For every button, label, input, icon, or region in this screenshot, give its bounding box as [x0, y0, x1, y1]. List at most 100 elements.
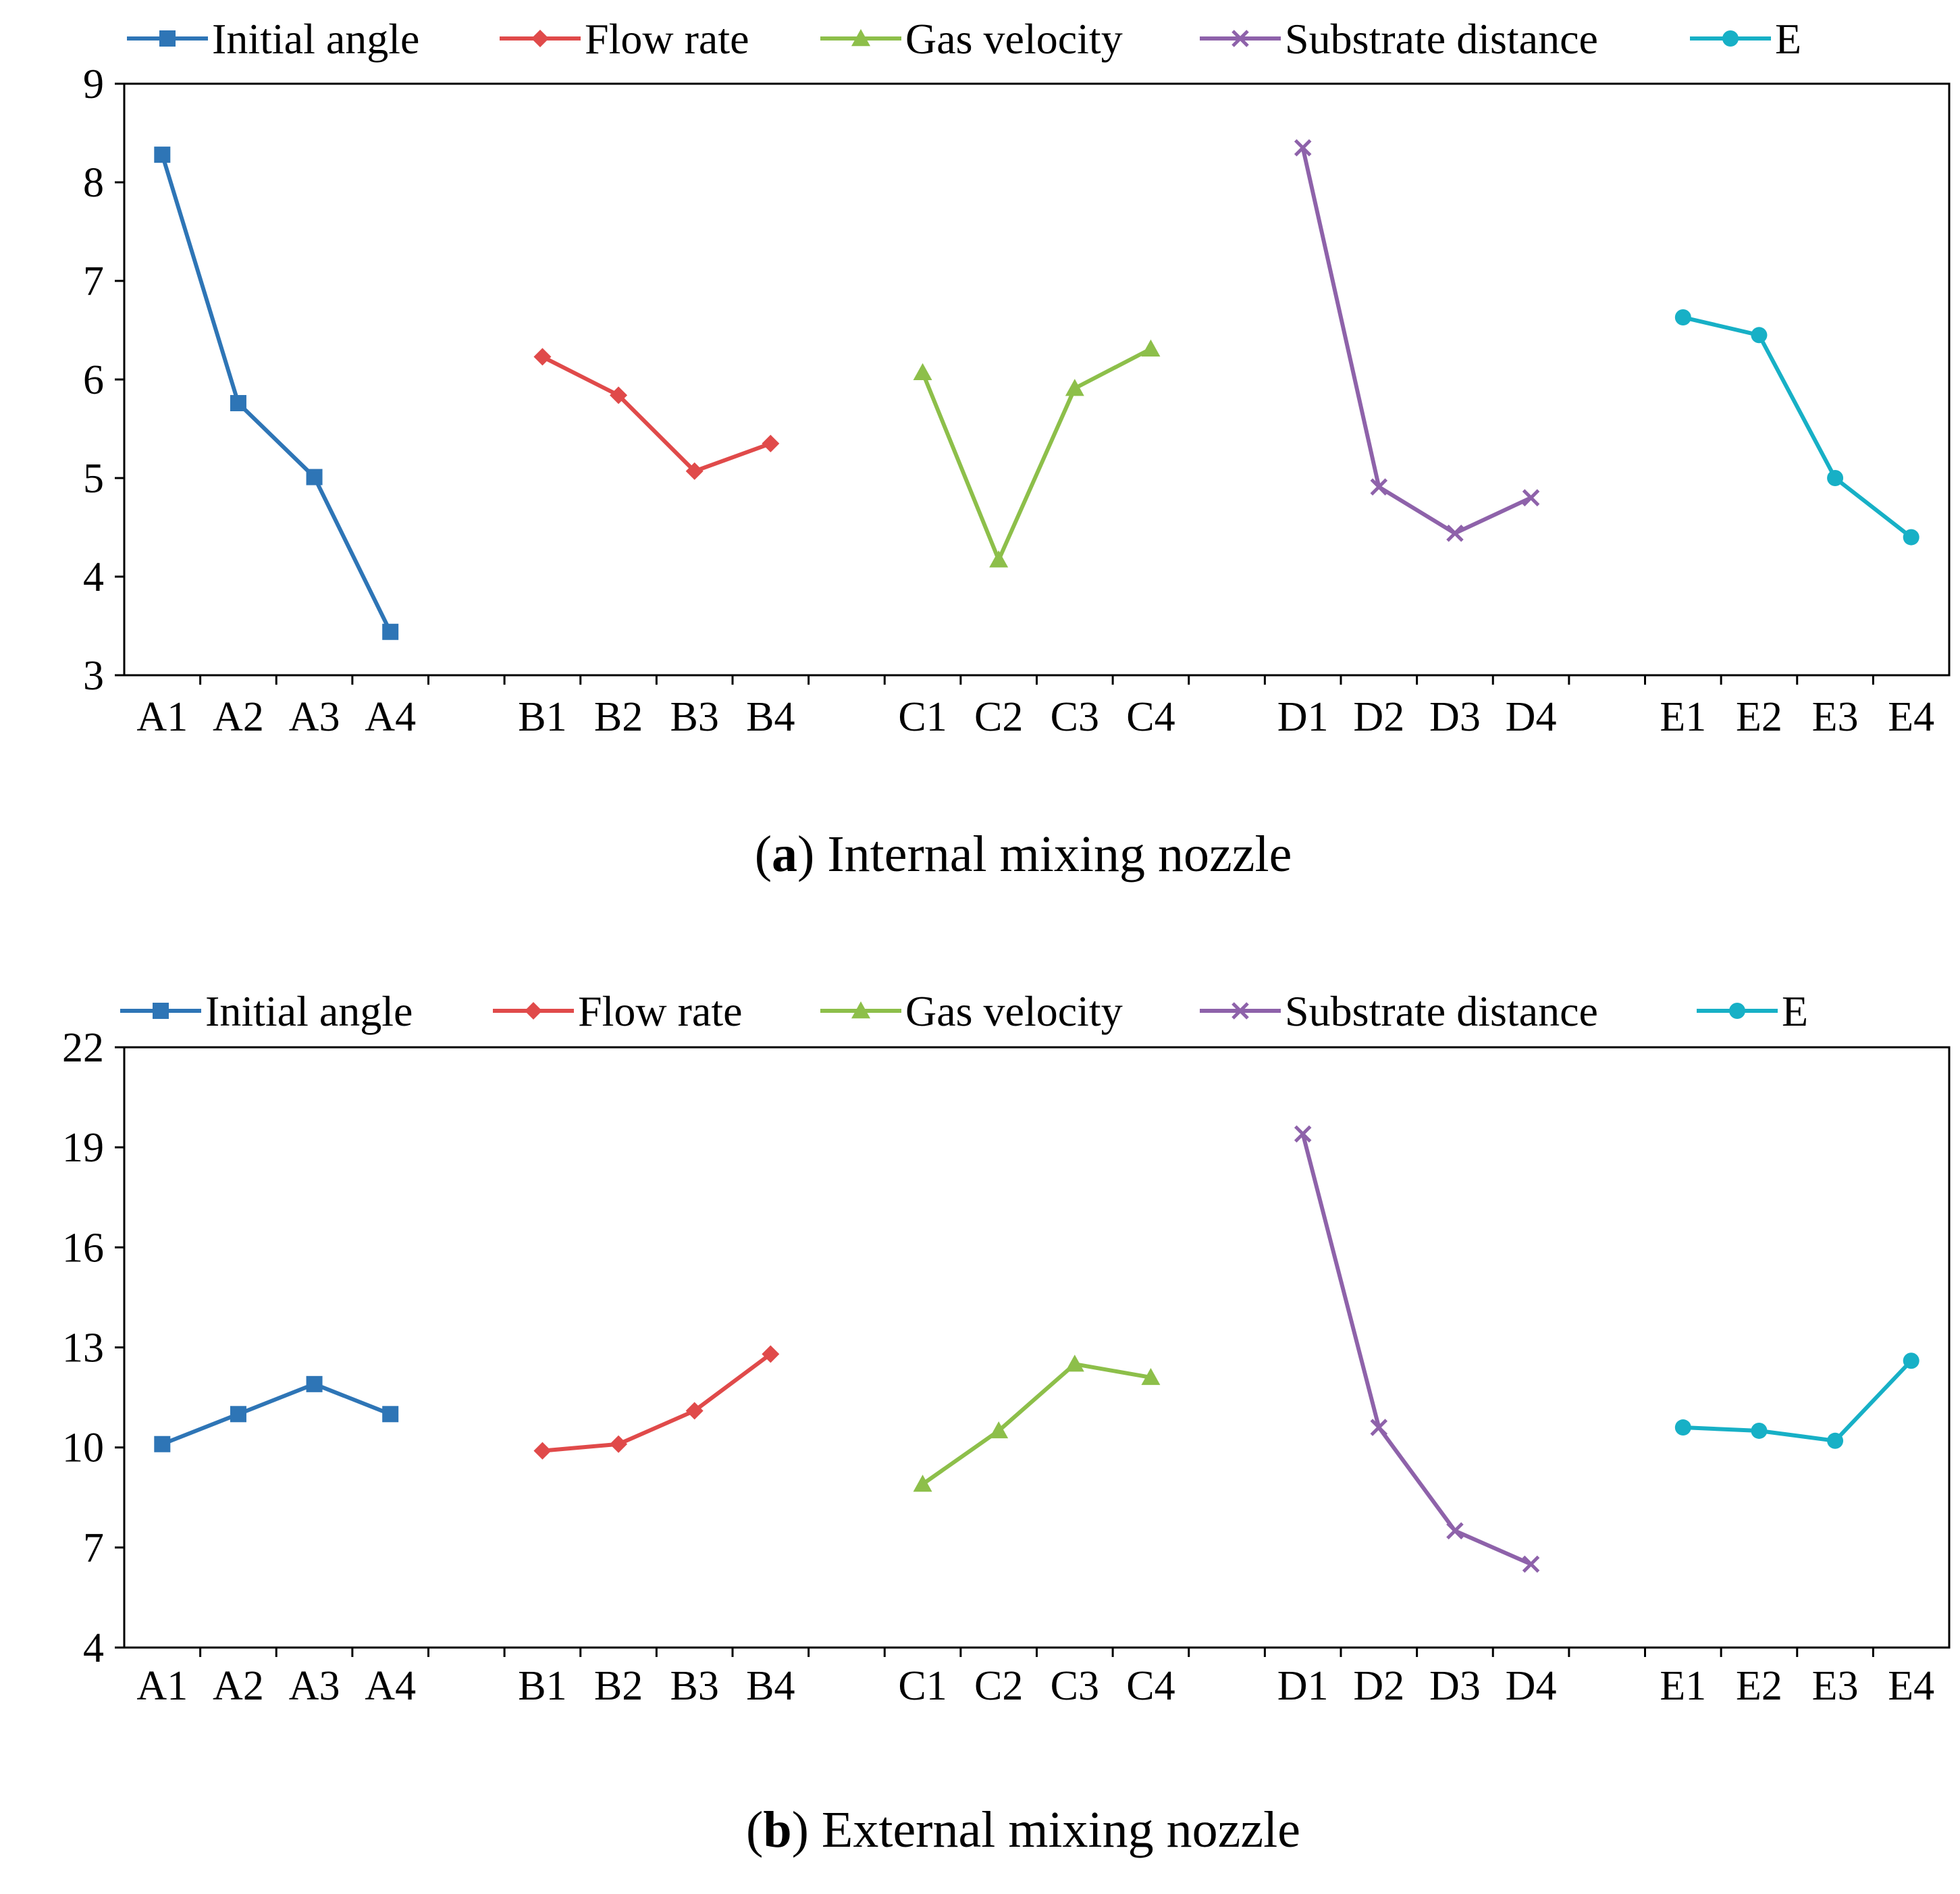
data-point-a2 — [230, 395, 246, 412]
series-line-gas-velocity — [920, 347, 1152, 562]
series-flow-rate — [533, 348, 780, 480]
x-tick-label: C2 — [974, 1663, 1023, 1709]
x-tick-label: A1 — [136, 1663, 188, 1709]
legend-label: E — [1782, 987, 1808, 1035]
x-tick-label: B1 — [518, 694, 566, 740]
x-tick-label: E2 — [1736, 1663, 1782, 1709]
chart-panel-a: 3 4 5 6 7 8 9 A1 A2 A3 A4 Initial angle B1 B2 B3 B4 Flow… — [83, 15, 1951, 883]
legend-label: Gas velocity — [905, 15, 1123, 63]
caption-title: ) External mixing nozzle — [792, 1801, 1300, 1858]
data-point-b2 — [610, 386, 628, 404]
data-point-b4 — [762, 1345, 780, 1363]
data-point-e4 — [1903, 1352, 1919, 1369]
x-tick-label: A2 — [213, 1663, 264, 1709]
data-point-d2 — [1370, 1419, 1388, 1436]
y-tick-label: 5 — [83, 456, 104, 502]
caption-paren-open: ( — [755, 826, 772, 883]
x-tick-label: D4 — [1506, 1663, 1557, 1709]
caption-letter: b — [763, 1801, 791, 1858]
series-line-flow-rate — [542, 1352, 772, 1453]
legend-label: Gas velocity — [905, 987, 1123, 1035]
legend-marker-flow-rate — [531, 30, 549, 47]
panel-caption: (a) Internal mixing nozzle — [755, 826, 1292, 883]
x-tick-label: A1 — [136, 694, 188, 740]
legend-item-e: E — [1690, 15, 1801, 63]
data-point-c2 — [989, 550, 1009, 568]
series-line-initial-angle — [160, 154, 392, 633]
data-point-e1 — [1674, 309, 1691, 326]
legend-marker-initial-angle — [153, 1003, 169, 1019]
x-tick-label: D1 — [1277, 1663, 1329, 1709]
x-tick-label: C4 — [1126, 1663, 1175, 1709]
data-point-e3 — [1827, 1432, 1844, 1449]
series-line-initial-angle — [161, 1382, 392, 1446]
data-point-a4 — [382, 623, 399, 640]
x-tick-label: A2 — [213, 694, 264, 740]
y-tick-label: 7 — [83, 259, 104, 305]
series-line-e — [1683, 315, 1913, 539]
x-tick-label: E1 — [1660, 1663, 1706, 1709]
series-e — [1674, 1352, 1919, 1449]
data-point-a4 — [382, 1406, 399, 1423]
y-tick-label: 16 — [62, 1225, 104, 1271]
legend-label: E — [1775, 15, 1801, 63]
series-flow-rate — [533, 1345, 780, 1460]
y-tick-label: 19 — [62, 1125, 104, 1171]
plot-area-frame — [123, 1046, 1951, 1649]
x-tick-label: A4 — [365, 694, 416, 740]
series-line-gas-velocity — [921, 1362, 1151, 1486]
data-point-e1 — [1674, 1419, 1691, 1436]
panel-caption: (b) External mixing nozzle — [746, 1801, 1300, 1858]
x-tick-label: B2 — [594, 694, 643, 740]
legend-item-e: E — [1697, 987, 1808, 1035]
data-point-c1 — [913, 1474, 932, 1492]
data-point-b4 — [762, 434, 780, 452]
data-point-d4 — [1522, 489, 1540, 506]
legend-marker-gas-velocity — [851, 29, 870, 47]
x-tick-label: E4 — [1888, 1663, 1934, 1709]
x-tick-label: C1 — [898, 1663, 947, 1709]
data-point-d4 — [1522, 1555, 1540, 1573]
x-tick-label: A4 — [365, 1663, 416, 1709]
x-tick-label: B4 — [746, 1663, 795, 1709]
legend-item-gas-velocity: Gas velocity — [820, 15, 1123, 63]
legend-label: Flow rate — [578, 987, 743, 1035]
series-line-substrate-distance — [1300, 1133, 1532, 1567]
x-tick-label: C3 — [1051, 694, 1099, 740]
legend-item-flow-rate: Flow rate — [500, 15, 749, 63]
chart-panel-b: 4 7 10 13 16 19 22 A1 A2 A3 A4 Initial angle B1 B2 B3 B… — [62, 987, 1951, 1858]
x-tick-label: B1 — [518, 1663, 566, 1709]
legend-label: Initial angle — [212, 15, 419, 63]
data-point-a2 — [230, 1406, 246, 1423]
data-point-b1 — [533, 1442, 552, 1460]
data-point-a1 — [154, 147, 171, 163]
legend-label: Substrate distance — [1285, 987, 1598, 1035]
caption-paren-open: ( — [746, 1801, 763, 1858]
y-tick-label: 8 — [83, 160, 104, 206]
y-tick-label: 22 — [62, 1025, 104, 1071]
data-point-a1 — [154, 1436, 171, 1452]
y-tick-label: 10 — [62, 1425, 104, 1471]
x-tick-label: E3 — [1812, 694, 1859, 740]
legend-marker-gas-velocity — [851, 1001, 870, 1019]
data-point-e2 — [1751, 1422, 1768, 1439]
legend-label: Flow rate — [585, 15, 749, 63]
x-tick-label: C1 — [898, 694, 947, 740]
data-point-e4 — [1903, 529, 1919, 546]
legend-item-substrate-distance: Substrate distance — [1200, 987, 1598, 1035]
data-point-d1 — [1294, 1125, 1312, 1143]
x-tick-label: D3 — [1429, 1663, 1481, 1709]
x-tick-label: A3 — [289, 1663, 340, 1709]
legend-label: Initial angle — [205, 987, 413, 1035]
caption-letter: a — [772, 826, 797, 883]
legend-item-substrate-distance: Substrate distance — [1200, 15, 1598, 63]
y-tick-label: 3 — [83, 653, 104, 699]
x-tick-label: B3 — [670, 1663, 719, 1709]
caption-title: ) Internal mixing nozzle — [797, 826, 1292, 883]
legend-marker-e — [1722, 30, 1739, 47]
y-tick-label: 6 — [83, 357, 104, 403]
data-point-b1 — [533, 348, 552, 366]
series-gas-velocity — [913, 339, 1161, 568]
y-tick-label: 9 — [83, 61, 104, 107]
